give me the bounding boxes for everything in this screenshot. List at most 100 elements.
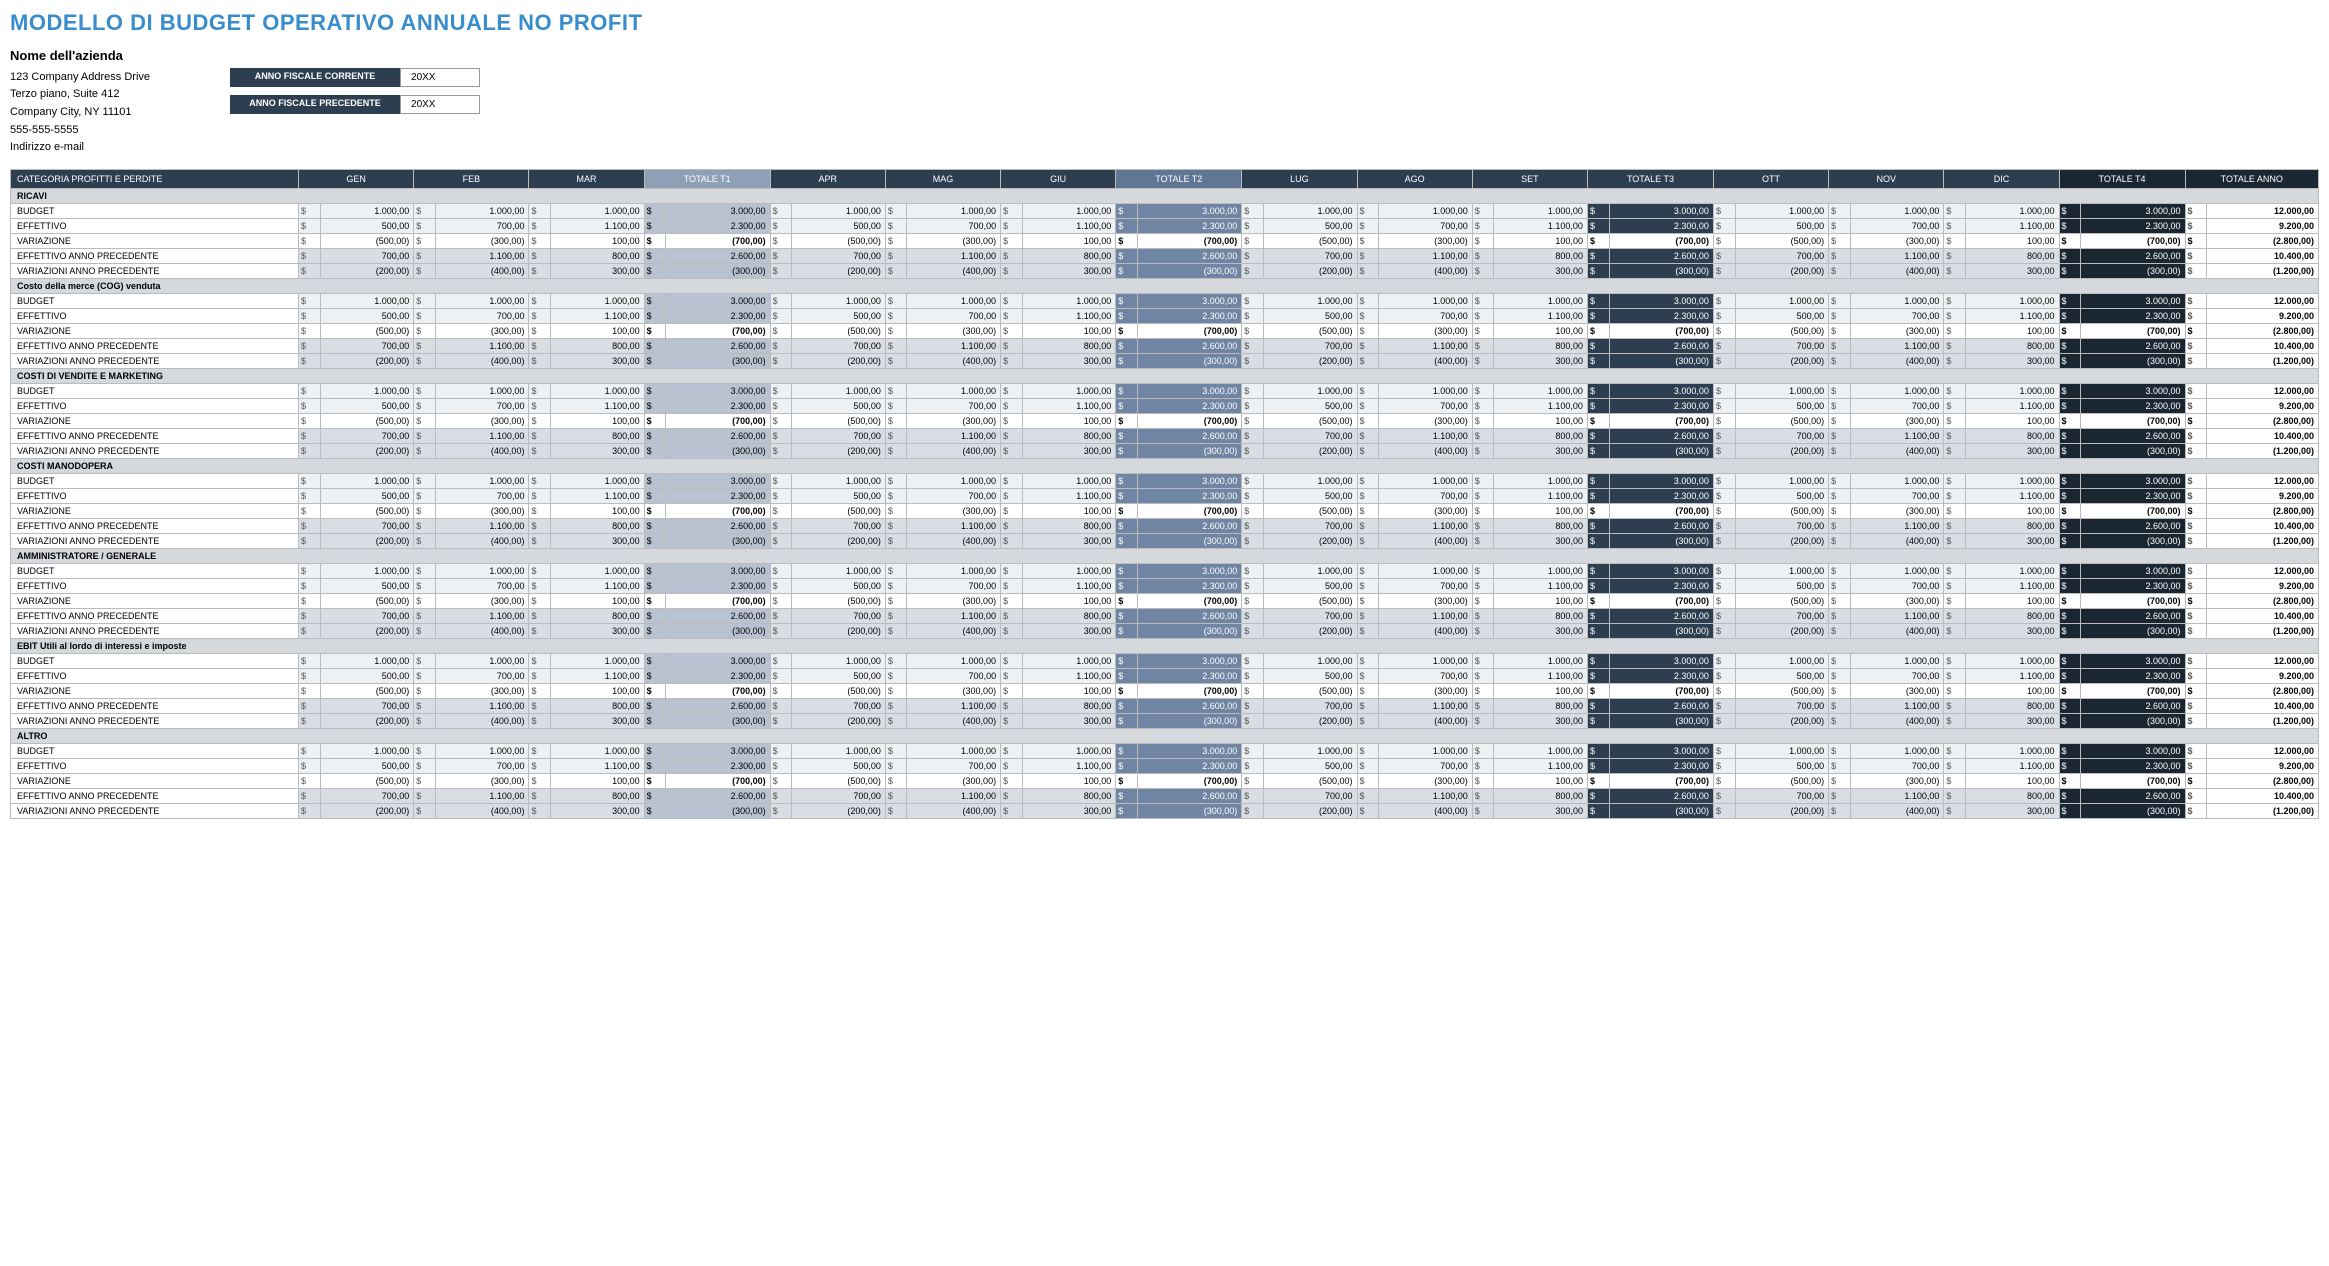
currency-cell: $ <box>2185 473 2207 488</box>
currency-cell: $ <box>299 578 321 593</box>
value-cell: 1.000,00 <box>792 743 886 758</box>
currency-cell: $ <box>1242 773 1264 788</box>
currency-cell: $ <box>2059 203 2081 218</box>
currency-cell: $ <box>1944 653 1966 668</box>
value-cell: 300,00 <box>551 623 645 638</box>
currency-cell: $ <box>414 773 436 788</box>
quarter-total-cell: 2.300,00 <box>2081 758 2185 773</box>
currency-cell: $ <box>529 248 551 263</box>
value-cell: 300,00 <box>1494 353 1588 368</box>
value-cell: (400,00) <box>435 623 529 638</box>
fiscal-current-value[interactable]: 20XX <box>400 68 480 87</box>
currency-cell: $ <box>1944 383 1966 398</box>
table-row: VARIAZIONI ANNO PRECEDENTE$(200,00)$(400… <box>11 533 2319 548</box>
currency-cell: $ <box>1242 608 1264 623</box>
currency-cell: $ <box>1242 428 1264 443</box>
currency-cell: $ <box>1472 593 1494 608</box>
quarter-total-cell: (300,00) <box>1137 263 1241 278</box>
value-cell: 100,00 <box>551 413 645 428</box>
currency-cell: $ <box>414 308 436 323</box>
value-cell: 1.000,00 <box>1379 293 1473 308</box>
quarter-total-cell: (300,00) <box>666 263 770 278</box>
row-label: VARIAZIONE <box>11 683 299 698</box>
value-cell: 700,00 <box>1379 488 1473 503</box>
value-cell: 800,00 <box>1965 698 2059 713</box>
currency-cell: $ <box>1713 473 1735 488</box>
section-header: EBIT Utili al lordo di interessi e impos… <box>11 638 2319 653</box>
quarter-total-cell: 2.600,00 <box>1137 698 1241 713</box>
currency-cell: $ <box>2059 578 2081 593</box>
currency-cell: $ <box>1242 758 1264 773</box>
currency-cell: $ <box>1242 563 1264 578</box>
row-label: BUDGET <box>11 383 299 398</box>
year-total-cell: 9.200,00 <box>2207 488 2319 503</box>
currency-cell: $ <box>1944 503 1966 518</box>
value-cell: (300,00) <box>1850 323 1944 338</box>
currency-cell: $ <box>299 473 321 488</box>
currency-cell: $ <box>1357 428 1379 443</box>
currency-cell: $ <box>2059 383 2081 398</box>
currency-cell: $ <box>644 683 666 698</box>
quarter-total-cell: 2.300,00 <box>1609 398 1713 413</box>
value-cell: 300,00 <box>551 713 645 728</box>
currency-cell: $ <box>1713 293 1735 308</box>
currency-cell: $ <box>414 353 436 368</box>
value-cell: 1.100,00 <box>1850 608 1944 623</box>
value-cell: 1.000,00 <box>907 563 1001 578</box>
fiscal-prev-value[interactable]: 20XX <box>400 95 480 114</box>
year-total-cell: (2.800,00) <box>2207 323 2319 338</box>
value-cell: 500,00 <box>320 308 414 323</box>
value-cell: (500,00) <box>320 773 414 788</box>
currency-cell: $ <box>1472 713 1494 728</box>
value-cell: 1.000,00 <box>792 563 886 578</box>
currency-cell: $ <box>1587 233 1609 248</box>
value-cell: 1.000,00 <box>1735 653 1829 668</box>
currency-cell: $ <box>644 443 666 458</box>
currency-cell: $ <box>1472 428 1494 443</box>
currency-cell: $ <box>1587 788 1609 803</box>
currency-cell: $ <box>1713 308 1735 323</box>
value-cell: (300,00) <box>435 413 529 428</box>
value-cell: 1.000,00 <box>1022 563 1116 578</box>
value-cell: 800,00 <box>1494 698 1588 713</box>
currency-cell: $ <box>2059 653 2081 668</box>
currency-cell: $ <box>2059 788 2081 803</box>
currency-cell: $ <box>299 398 321 413</box>
year-total-cell: (2.800,00) <box>2207 683 2319 698</box>
currency-cell: $ <box>1713 803 1735 818</box>
currency-cell: $ <box>885 743 907 758</box>
currency-cell: $ <box>770 428 792 443</box>
value-cell: 1.100,00 <box>551 398 645 413</box>
currency-cell: $ <box>885 563 907 578</box>
value-cell: 1.000,00 <box>320 383 414 398</box>
row-label: EFFETTIVO ANNO PRECEDENTE <box>11 248 299 263</box>
quarter-total-cell: 3.000,00 <box>666 653 770 668</box>
value-cell: 1.000,00 <box>1022 383 1116 398</box>
currency-cell: $ <box>885 383 907 398</box>
currency-cell: $ <box>2185 608 2207 623</box>
currency-cell: $ <box>529 218 551 233</box>
currency-cell: $ <box>529 788 551 803</box>
value-cell: 1.100,00 <box>907 338 1001 353</box>
value-cell: 700,00 <box>1263 428 1357 443</box>
quarter-total-cell: 2.600,00 <box>2081 788 2185 803</box>
currency-cell: $ <box>2059 608 2081 623</box>
table-row: VARIAZIONI ANNO PRECEDENTE$(200,00)$(400… <box>11 803 2319 818</box>
currency-cell: $ <box>1472 758 1494 773</box>
currency-cell: $ <box>414 203 436 218</box>
currency-cell: $ <box>529 593 551 608</box>
currency-cell: $ <box>644 518 666 533</box>
currency-cell: $ <box>644 473 666 488</box>
currency-cell: $ <box>644 353 666 368</box>
value-cell: (200,00) <box>320 623 414 638</box>
quarter-total-cell: 2.600,00 <box>1137 518 1241 533</box>
value-cell: 1.100,00 <box>907 698 1001 713</box>
value-cell: 700,00 <box>1379 668 1473 683</box>
currency-cell: $ <box>1001 248 1023 263</box>
currency-cell: $ <box>1713 743 1735 758</box>
quarter-total-cell: 3.000,00 <box>1609 653 1713 668</box>
quarter-total-cell: (300,00) <box>2081 533 2185 548</box>
value-cell: 700,00 <box>1850 308 1944 323</box>
col-header: TOTALE T2 <box>1116 169 1242 188</box>
value-cell: 1.000,00 <box>792 473 886 488</box>
